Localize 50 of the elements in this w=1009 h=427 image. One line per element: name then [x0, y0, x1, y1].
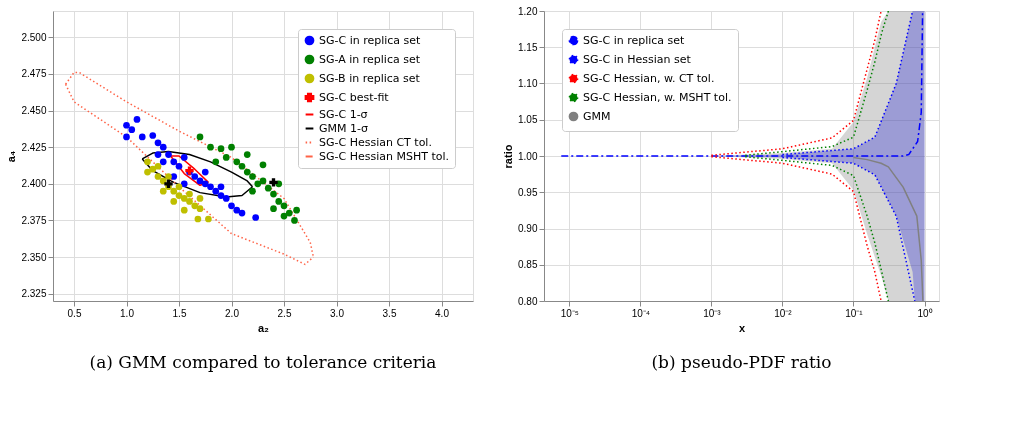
text: (a) GMM compared to tolerance criteria [89, 352, 437, 372]
legend-label: SG-C Hessian CT tol. [319, 135, 432, 149]
y-tick-label: 1.10 [518, 78, 538, 89]
y-tick-label: 1.05 [518, 114, 538, 126]
legend-label: SG-C best-fit [319, 90, 390, 104]
y-tick-label: 1.15 [518, 41, 538, 53]
legend-label: SG-C in Hessian set [583, 52, 692, 66]
legend-label: SG-C in replica set [319, 33, 422, 47]
legend-label: SG-A in replica set [319, 52, 421, 66]
text: (b) pseudo-PDF ratio [651, 352, 832, 372]
y-tick-label: 0.90 [518, 223, 538, 234]
y-tick-label: 2.400 [21, 178, 47, 190]
y-tick-label: 2.425 [21, 141, 47, 153]
legend-label: SG-C in replica set [583, 33, 686, 47]
legend-label: GMM [583, 109, 611, 123]
x-tick-label: 10⁻⁵ [560, 307, 579, 319]
y-tick-label: 1.20 [518, 5, 538, 17]
y-axis-title: ratio [502, 144, 515, 169]
x-tick-label: 10⁰ [917, 307, 933, 319]
legend-label: SG-C Hessian MSHT tol. [319, 149, 449, 163]
x-axis-title: x [738, 321, 746, 334]
x-tick-label: 10⁻⁴ [631, 307, 651, 319]
x-tick-label: 2.0 [225, 307, 240, 319]
x-axis-title: a₂ [257, 321, 270, 334]
x-tick-label: 3.5 [382, 307, 397, 319]
y-tick-label: 2.325 [21, 288, 47, 300]
y-tick-label: 0.95 [518, 186, 538, 198]
y-tick-label: 2.375 [21, 214, 47, 226]
x-tick-label: 10⁻¹ [845, 307, 864, 319]
y-tick-label: 0.85 [518, 259, 538, 271]
legend-label: SG-C Hessian, w. CT tol. [583, 71, 715, 85]
y-tick-label: 1.00 [518, 150, 538, 162]
legend-label: SG-B in replica set [319, 71, 421, 85]
y-tick-label: 2.350 [21, 251, 47, 263]
y-axis-title: a₄ [5, 150, 18, 163]
x-tick-label: 3.0 [330, 307, 345, 319]
x-tick-label: 4.0 [435, 307, 450, 319]
x-tick-label: 1.0 [120, 307, 135, 319]
x-tick-label: 1.5 [172, 307, 187, 319]
x-tick-label: 10⁻³ [703, 307, 722, 319]
x-tick-label: 10⁻² [774, 307, 793, 319]
legend-label: SG-C 1-σ [319, 107, 368, 121]
y-tick-label: 2.450 [21, 105, 47, 117]
y-tick-label: 2.475 [21, 68, 47, 80]
x-tick-label: 2.5 [277, 307, 292, 319]
y-tick-label: 0.80 [518, 295, 538, 307]
x-tick-label: 0.5 [67, 307, 82, 319]
legend-label: GMM 1-σ [319, 121, 368, 135]
legend-label: SG-C Hessian, w. MSHT tol. [583, 90, 732, 104]
y-tick-label: 2.500 [21, 31, 47, 43]
